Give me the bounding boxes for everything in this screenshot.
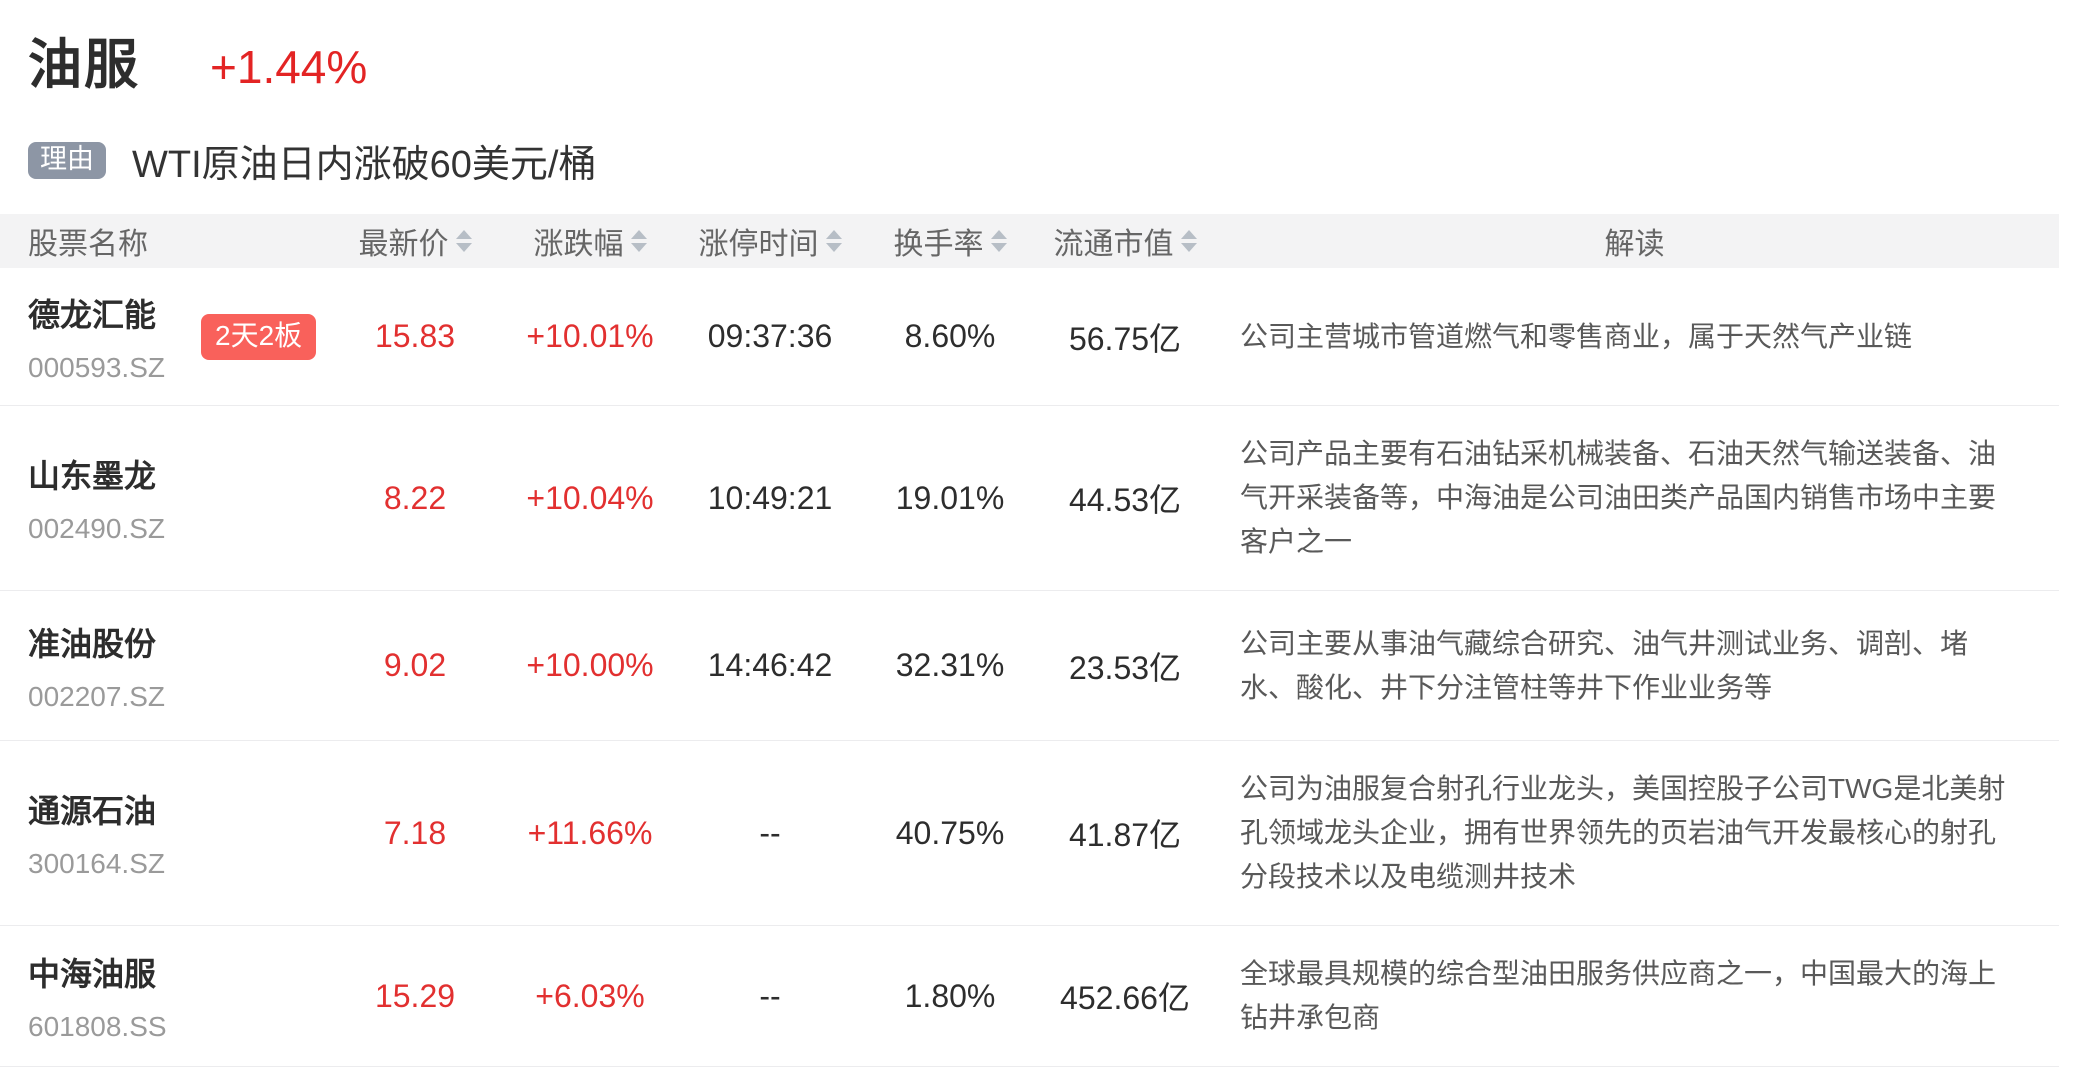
latest-price: 8.22 (383, 479, 447, 516)
interpretation-text: 公司为油服复合射孔行业龙头，美国控股子公司TWG是北美射孔领域龙头企业，拥有世界… (1240, 773, 2006, 892)
table-row[interactable]: 中海油服 601808.SS 15.29 +6.03% -- 1.80% 452… (0, 926, 2059, 1067)
limit-up-streak-badge: 2天2板 (201, 313, 317, 360)
market-cap: 23.53亿 (1068, 649, 1182, 686)
stock-code: 000593.SZ (28, 351, 165, 383)
stock-name-cell: 德龙汇能 000593.SZ 2天2板 (0, 290, 330, 384)
reason-tag: 理由 (28, 142, 106, 179)
stock-code: 300164.SZ (28, 848, 165, 879)
stock-name[interactable]: 通源石油 (28, 793, 157, 829)
turnover-rate: 1.80% (904, 977, 996, 1014)
latest-price: 9.02 (383, 647, 447, 683)
market-cap: 41.87亿 (1068, 817, 1182, 853)
sector-change-percent: +1.44% (210, 41, 368, 93)
turnover-rate: 32.31% (895, 647, 1005, 683)
stock-name[interactable]: 山东墨龙 (28, 458, 157, 494)
stock-name[interactable]: 中海油服 (28, 956, 157, 992)
change-percent: +10.01% (526, 318, 654, 354)
change-percent: +6.03% (535, 977, 645, 1014)
change-percent: +10.00% (526, 647, 654, 683)
change-percent: +10.04% (526, 479, 654, 516)
reason-text: WTI原油日内涨破60美元/桶 (132, 144, 597, 186)
interpretation-text: 公司主营城市管道燃气和零售商业，属于天然气产业链 (1240, 320, 1913, 352)
table-row[interactable]: 准油股份 002207.SZ 9.02 +10.00% 14:46:42 32.… (0, 591, 2059, 741)
table-header-row: 股票名称 最新价 涨跌幅 涨停时间 换手率 流通市值 (0, 214, 2059, 268)
stock-name[interactable]: 准油股份 (28, 625, 157, 662)
sort-icon (630, 230, 647, 252)
column-header-market-cap[interactable]: 流通市值 (1040, 214, 1210, 268)
turnover-rate: 40.75% (895, 814, 1005, 851)
stock-name[interactable]: 德龙汇能 (28, 296, 157, 333)
stock-code: 002490.SZ (28, 513, 165, 544)
table-row[interactable]: 通源石油 300164.SZ 7.18 +11.66% -- 40.75% 41… (0, 741, 2059, 926)
limit-up-time: 09:37:36 (707, 318, 833, 354)
sector-name: 油服 (28, 35, 140, 95)
interpretation-text: 公司主要从事油气藏综合研究、油气井测试业务、调剖、堵水、酸化、井下分注管柱等井下… (1240, 627, 1969, 703)
latest-price: 7.18 (383, 814, 447, 851)
market-cap: 452.66亿 (1060, 980, 1190, 1016)
stock-name-cell: 准油股份 002207.SZ (0, 619, 330, 713)
column-header-change-percent[interactable]: 涨跌幅 (500, 214, 680, 268)
limit-up-time: -- (759, 977, 781, 1014)
column-header-limit-up-time[interactable]: 涨停时间 (680, 214, 860, 268)
latest-price: 15.29 (374, 977, 456, 1014)
interpretation-text: 公司产品主要有石油钻采机械装备、石油天然气输送装备、油气开采装备等，中海油是公司… (1240, 438, 1997, 557)
column-header-latest-price[interactable]: 最新价 (330, 214, 500, 268)
stock-code: 002207.SZ (28, 680, 165, 712)
stock-code: 601808.SS (28, 1011, 167, 1042)
change-percent: +11.66% (527, 814, 653, 851)
page-title: 油服 +1.44% (28, 20, 2073, 99)
sort-icon (455, 230, 472, 252)
sort-icon (825, 230, 842, 252)
stock-table: 股票名称 最新价 涨跌幅 涨停时间 换手率 流通市值 (0, 214, 2059, 1067)
stock-name-cell: 中海油服 601808.SS (0, 949, 330, 1043)
stock-name-cell: 通源石油 300164.SZ (0, 786, 330, 880)
turnover-rate: 8.60% (904, 318, 996, 354)
latest-price: 15.83 (374, 318, 456, 354)
sector-header: 油服 +1.44% 理由 WTI原油日内涨破60美元/桶 (0, 0, 2073, 188)
limit-up-time: 14:46:42 (707, 647, 833, 683)
limit-up-time: 10:49:21 (707, 479, 833, 516)
limit-up-time: -- (759, 814, 781, 851)
column-header-turnover-rate[interactable]: 换手率 (860, 214, 1040, 268)
sort-icon (990, 230, 1007, 252)
table-row[interactable]: 德龙汇能 000593.SZ 2天2板 15.83 +10.01% 09:37:… (0, 268, 2059, 406)
interpretation-text: 全球最具规模的综合型油田服务供应商之一，中国最大的海上钻井承包商 (1240, 958, 1997, 1033)
sort-icon (1180, 230, 1197, 252)
column-header-stock-name: 股票名称 (28, 228, 148, 261)
reason-line: 理由 WTI原油日内涨破60美元/桶 (28, 133, 2073, 188)
table-row[interactable]: 山东墨龙 002490.SZ 8.22 +10.04% 10:49:21 19.… (0, 406, 2059, 591)
turnover-rate: 19.01% (895, 479, 1005, 516)
column-header-interpretation: 解读 (1604, 228, 1665, 261)
market-cap: 44.53亿 (1068, 482, 1182, 518)
market-cap: 56.75亿 (1068, 320, 1182, 357)
stock-name-cell: 山东墨龙 002490.SZ (0, 451, 330, 545)
